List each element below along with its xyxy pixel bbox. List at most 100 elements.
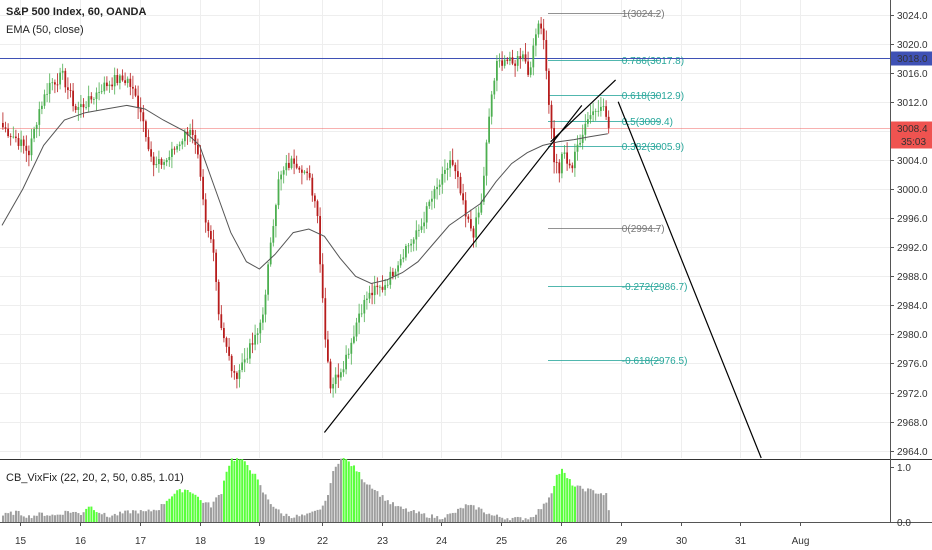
- candle-body: [28, 150, 30, 156]
- x-tick-label: 26: [556, 536, 568, 547]
- candle: [22, 135, 25, 154]
- vixfix-bar: [100, 514, 103, 522]
- x-tick-label: 23: [377, 536, 389, 547]
- vixfix-bar: [327, 495, 329, 522]
- vixfix-bar: [358, 472, 361, 522]
- vixfix-bar: [282, 515, 285, 522]
- vixfix-bar: [106, 516, 108, 522]
- vixfix-bar: [95, 512, 98, 522]
- candle: [571, 162, 574, 173]
- vixfix-bar: [527, 519, 530, 522]
- vixfix-bar: [451, 512, 454, 522]
- vixfix-bar: [480, 508, 483, 522]
- candle: [558, 159, 561, 183]
- candle-body: [433, 189, 436, 199]
- vixfix-bar: [249, 470, 251, 522]
- vixfix-bar: [490, 515, 493, 522]
- candle-body: [522, 54, 524, 59]
- candle-body: [436, 186, 438, 190]
- candle-body: [35, 124, 38, 130]
- candle: [511, 49, 514, 66]
- candle-body: [298, 167, 301, 170]
- candle: [100, 84, 103, 95]
- candle-body: [358, 313, 360, 323]
- candle: [168, 150, 171, 167]
- candle: [576, 135, 579, 161]
- candle-body: [80, 104, 82, 108]
- candle-body: [124, 80, 126, 84]
- candle: [17, 133, 20, 150]
- candle-body: [72, 90, 74, 107]
- candle-body: [529, 67, 532, 75]
- vixfix-bar: [264, 494, 267, 522]
- candle-body: [337, 374, 340, 378]
- candle: [35, 122, 38, 138]
- candle-body: [108, 84, 111, 87]
- candle-body: [431, 198, 433, 202]
- candle: [509, 51, 511, 66]
- candle-body: [67, 87, 69, 91]
- candle: [254, 324, 256, 351]
- candle: [38, 101, 41, 137]
- vixfix-bar: [431, 514, 433, 522]
- vixfix-bar: [129, 513, 132, 522]
- candle-body: [142, 112, 145, 122]
- candle: [199, 145, 202, 181]
- candle: [436, 178, 438, 200]
- candle-body: [527, 61, 529, 75]
- candle-body: [584, 123, 587, 135]
- candle: [61, 63, 64, 80]
- candle: [579, 134, 581, 148]
- y-tick-label: 2984.0: [897, 301, 928, 312]
- candle-body: [386, 284, 389, 286]
- vixfix-bar: [418, 511, 420, 522]
- vixfix-bar: [545, 502, 548, 522]
- vixfix-bar: [288, 516, 290, 522]
- candle: [587, 111, 589, 128]
- vixfix-bar: [306, 513, 309, 522]
- vixfix-bar: [337, 463, 340, 522]
- vixfix-bar: [103, 512, 106, 522]
- y-tick-label: 2968.0: [897, 418, 928, 429]
- vixfix-bar: [579, 485, 582, 522]
- candle-body: [480, 201, 483, 213]
- candle-body: [249, 343, 251, 359]
- candle: [12, 126, 15, 139]
- candle: [350, 338, 353, 365]
- candle-body: [74, 106, 77, 110]
- candle: [477, 206, 480, 225]
- vixfix-bar: [139, 510, 142, 522]
- candle: [30, 128, 33, 161]
- vixfix-bar: [467, 505, 470, 522]
- candle-body: [64, 70, 67, 88]
- candle-body: [119, 75, 121, 84]
- candle-body: [340, 372, 342, 378]
- candle-body: [90, 96, 93, 100]
- vixfix-bar: [407, 511, 410, 522]
- candle-body: [191, 129, 194, 136]
- vixfix-bar: [548, 497, 550, 522]
- candle-body: [69, 90, 72, 91]
- vixfix-bar: [217, 494, 220, 522]
- vixfix-bar: [540, 509, 543, 522]
- candle: [189, 123, 191, 142]
- candle-body: [212, 239, 215, 253]
- candle-body: [545, 40, 548, 71]
- candle-body: [152, 156, 155, 166]
- candle: [553, 120, 555, 174]
- vixfix-bar: [275, 508, 277, 522]
- y-tick-label: 2980.0: [897, 330, 928, 341]
- vixfix-bar: [48, 515, 51, 522]
- candle-body: [293, 158, 295, 164]
- candle: [594, 108, 597, 121]
- candles: [2, 16, 610, 398]
- candle-body: [168, 157, 171, 160]
- x-tick-label: 18: [195, 536, 207, 547]
- vixfix-bar: [568, 479, 571, 522]
- candle: [324, 287, 327, 348]
- candle-body: [561, 153, 563, 174]
- vixfix-bar: [202, 502, 205, 522]
- candle-body: [290, 158, 293, 168]
- vixfix-bar: [485, 514, 488, 522]
